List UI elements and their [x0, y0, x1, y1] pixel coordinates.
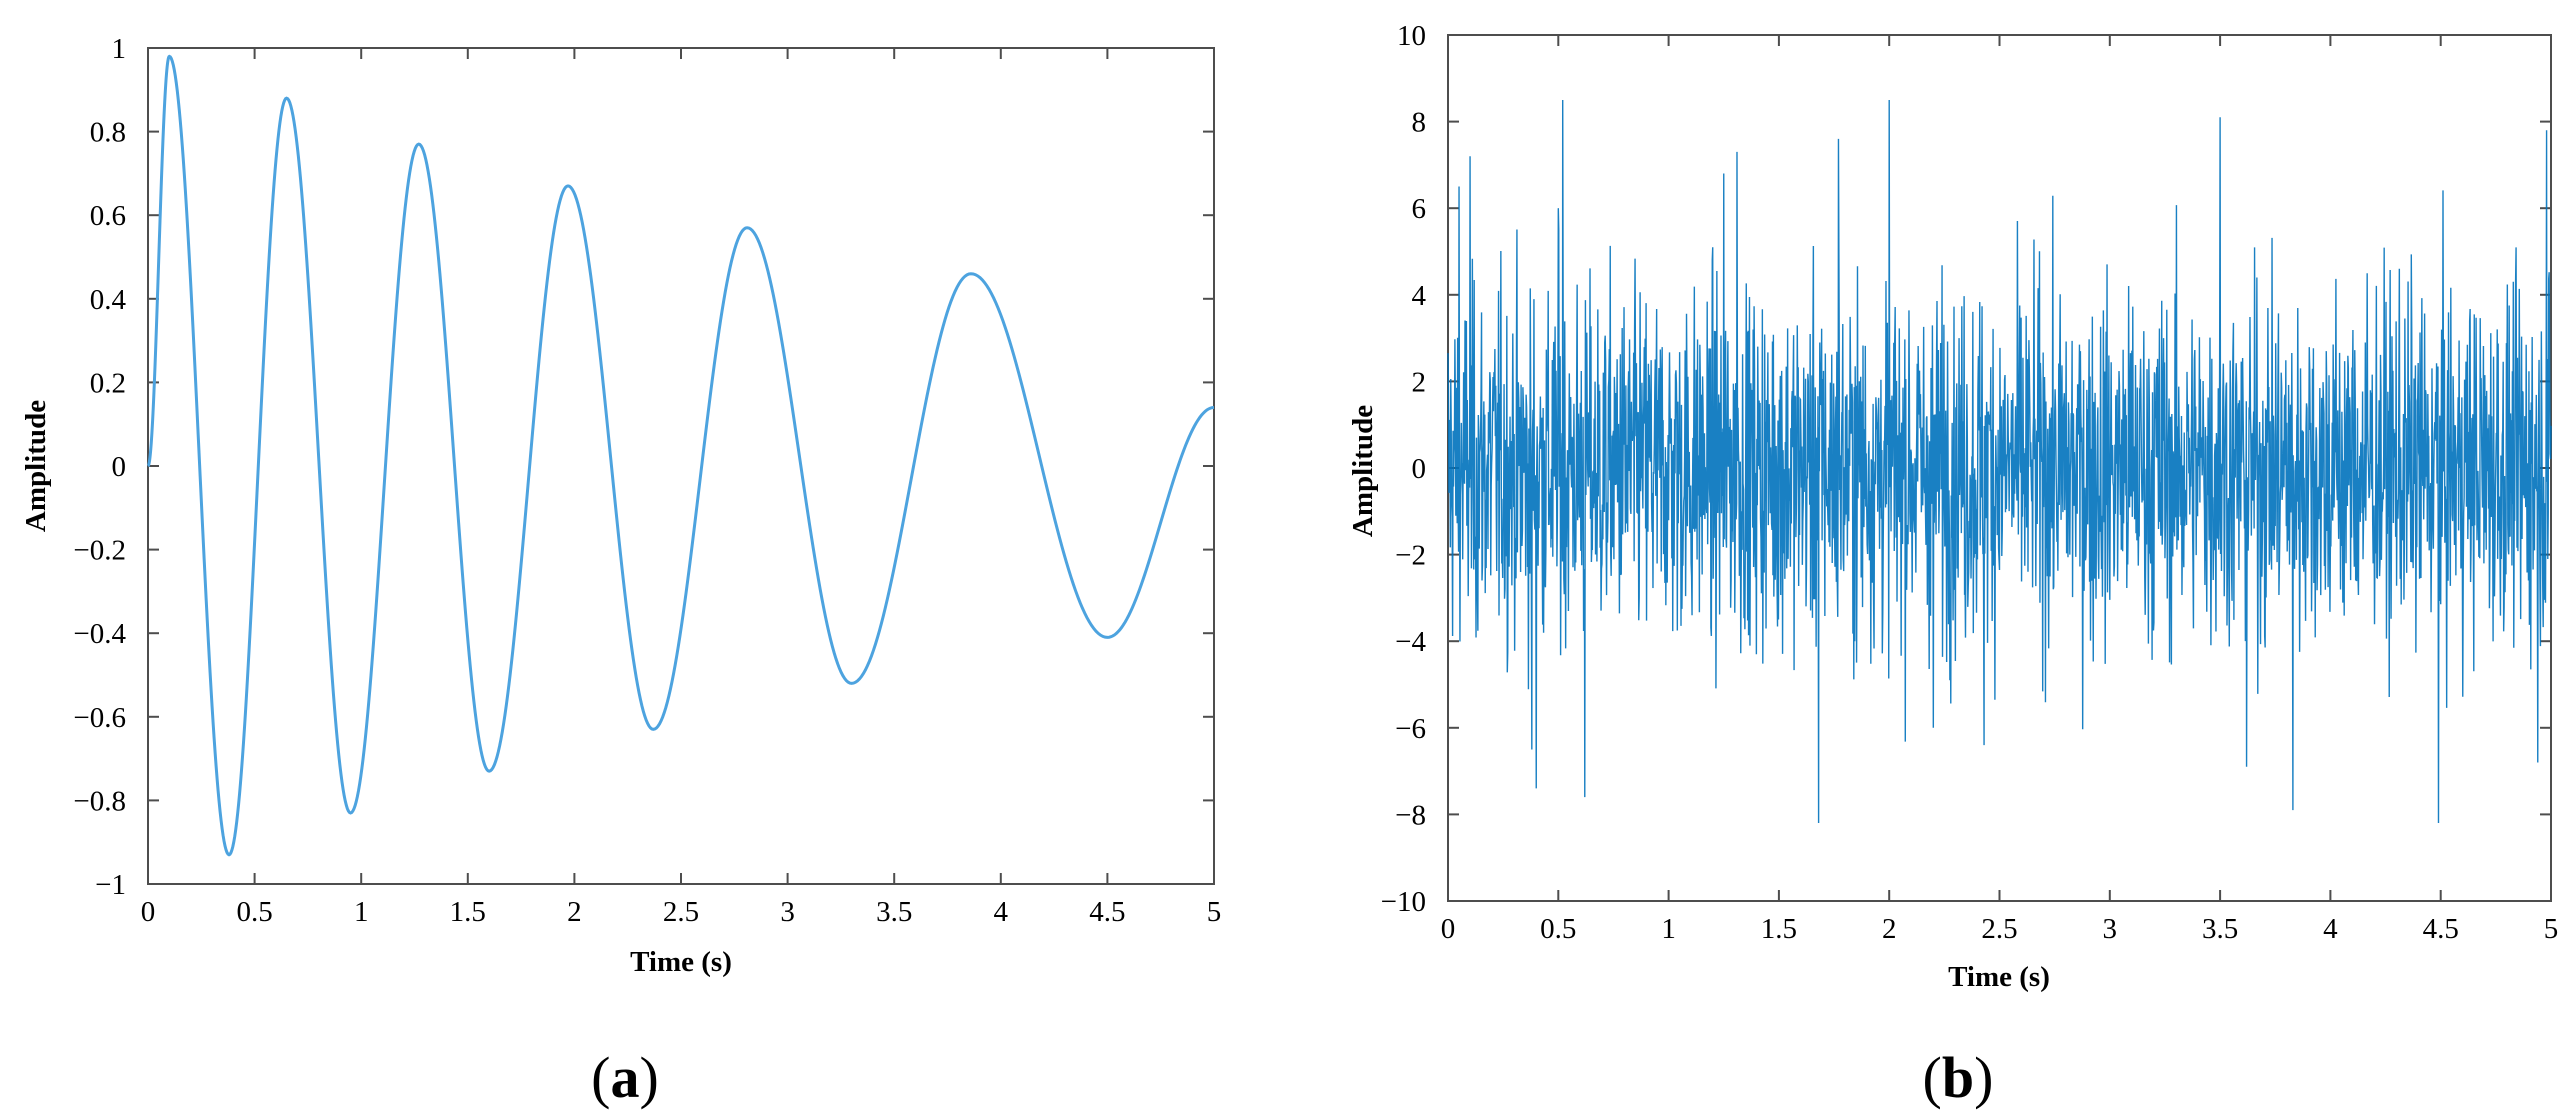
x-tick-label: 2.5	[663, 896, 699, 928]
y-tick-label: 6	[1412, 193, 1427, 225]
x-tick-label: 2	[1882, 913, 1897, 945]
signal-line	[146, 54, 1215, 857]
ticks-a	[147, 47, 1215, 885]
x-tick-label: 4.5	[2423, 913, 2459, 945]
y-tick-label: −10	[1381, 886, 1426, 918]
x-tick-label: 0.5	[236, 896, 272, 928]
y-tick-label: −8	[1395, 799, 1426, 831]
y-tick-label: 2	[1412, 366, 1427, 398]
x-tick-label: 4	[994, 896, 1009, 928]
y-tick-label: 0.6	[90, 200, 126, 232]
series-a	[146, 54, 1215, 857]
plot-area-a	[147, 47, 1215, 885]
x-tick-label: 0	[1441, 913, 1456, 945]
chart-panel-a: 0 0.5 1 1.5 2 2.5 3 3.5 4 4.5 5 −1 −0.8 −0.6 −0.4 −0.2 0…	[20, 33, 1221, 1110]
y-tick-label: 0	[112, 451, 127, 483]
x-tick-label: 3	[2103, 913, 2118, 945]
x-tick-label: 1.5	[1761, 913, 1797, 945]
x-tick-label: 4	[2323, 913, 2338, 945]
x-axis-label-a: Time (s)	[630, 946, 732, 978]
x-tick-label: 1.5	[450, 896, 486, 928]
panel-label-b: (b)	[1923, 1045, 1994, 1110]
y-tick-label: 8	[1412, 107, 1427, 139]
y-tick-label: 1	[112, 33, 127, 65]
y-tick-label: −0.4	[73, 618, 126, 650]
x-tick-label: 4.5	[1089, 896, 1125, 928]
x-tick-label: 2	[567, 896, 582, 928]
series-b	[1447, 99, 2552, 824]
x-tick-label: 1	[354, 896, 369, 928]
y-tick-label: −0.6	[73, 702, 126, 734]
tick-labels-b: 0 0.5 1 1.5 2 2.5 3 3.5 4 4.5 5 −10 −8 −6 −4 −2 0 2 4 6 8 10	[1381, 20, 2559, 945]
chart-panel-b: 0 0.5 1 1.5 2 2.5 3 3.5 4 4.5 5−10−8−6−4−20246810 …	[1347, 20, 2558, 1110]
noise-signal-line	[1447, 99, 2552, 824]
x-tick-label: 5	[2544, 913, 2559, 945]
y-tick-label: −1	[95, 869, 126, 901]
y-axis-label-a: Amplitude	[20, 400, 52, 532]
y-tick-label: 10	[1397, 20, 1426, 52]
x-axis-label-b: Time (s)	[1948, 961, 2050, 993]
y-tick-label: 0.2	[90, 367, 126, 399]
panel-label-letter-b: b	[1942, 1045, 1974, 1110]
panel-label-close-a: )	[640, 1045, 659, 1110]
x-tick-label: 5	[1207, 896, 1222, 928]
y-tick-label: −0.8	[73, 785, 126, 817]
x-tick-label: 3	[780, 896, 795, 928]
panel-label-close-b: )	[1974, 1045, 1993, 1110]
panel-label-a: (a)	[591, 1045, 659, 1110]
y-tick-label: 0.4	[90, 284, 127, 316]
x-tick-label: 3.5	[876, 896, 912, 928]
y-tick-label: 0	[1412, 453, 1427, 485]
y-axis-label-b: Amplitude	[1347, 405, 1379, 537]
y-tick-label: −2	[1395, 540, 1426, 572]
panel-label-open-a: (	[591, 1045, 610, 1110]
y-tick-label: 0.8	[90, 117, 126, 149]
panel-label-letter-a: a	[611, 1045, 640, 1110]
tick-labels-a: 0 0.5 1 1.5 2 2.5 3 3.5 4 4.5 5 −1 −0.8 −0.6 −0.4 −0.2 0…	[73, 33, 1221, 928]
x-tick-label: 2.5	[1981, 913, 2017, 945]
x-tick-label: 1	[1661, 913, 1676, 945]
y-tick-label: −0.2	[73, 535, 126, 567]
panel-label-open-b: (	[1923, 1045, 1942, 1110]
x-tick-label: 3.5	[2202, 913, 2238, 945]
x-tick-label: 0	[141, 896, 156, 928]
y-tick-label: 4	[1412, 280, 1427, 312]
x-tick-label: 0.5	[1540, 913, 1576, 945]
y-tick-label: −4	[1395, 626, 1426, 658]
y-tick-label: −6	[1395, 713, 1426, 745]
